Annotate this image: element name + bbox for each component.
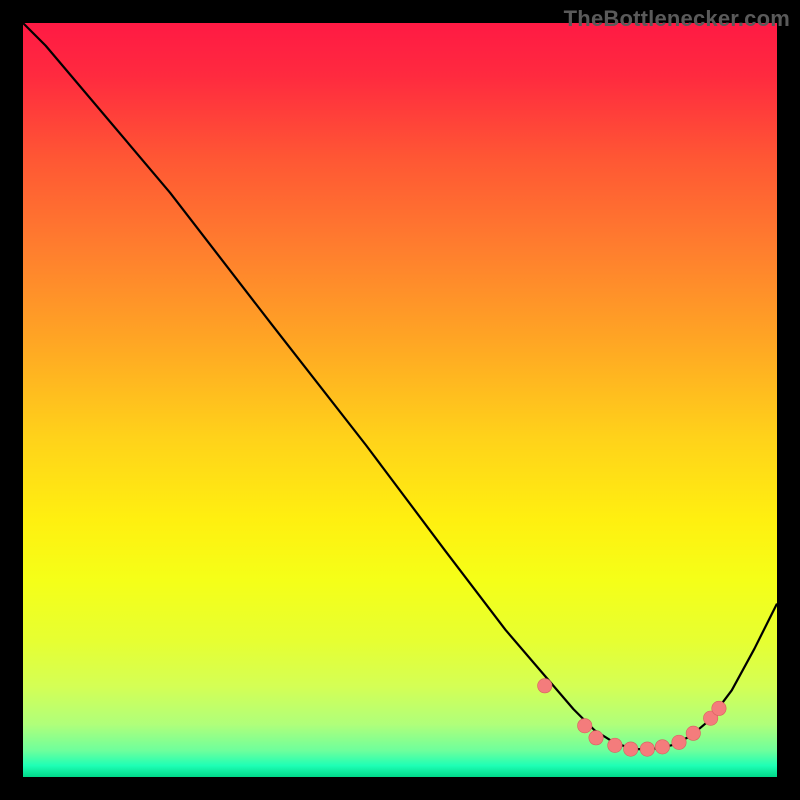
plot-background (23, 23, 777, 777)
curve-marker (578, 719, 592, 733)
curve-marker (624, 742, 638, 756)
watermark-text: TheBottlenecker.com (564, 6, 790, 32)
curve-marker (655, 740, 669, 754)
curve-marker (672, 735, 686, 749)
curve-marker (686, 726, 700, 740)
curve-marker (640, 742, 654, 756)
curve-marker (589, 731, 603, 745)
bottleneck-chart (0, 0, 800, 800)
curve-marker (608, 738, 622, 752)
curve-marker (712, 701, 726, 715)
curve-marker (538, 679, 552, 693)
